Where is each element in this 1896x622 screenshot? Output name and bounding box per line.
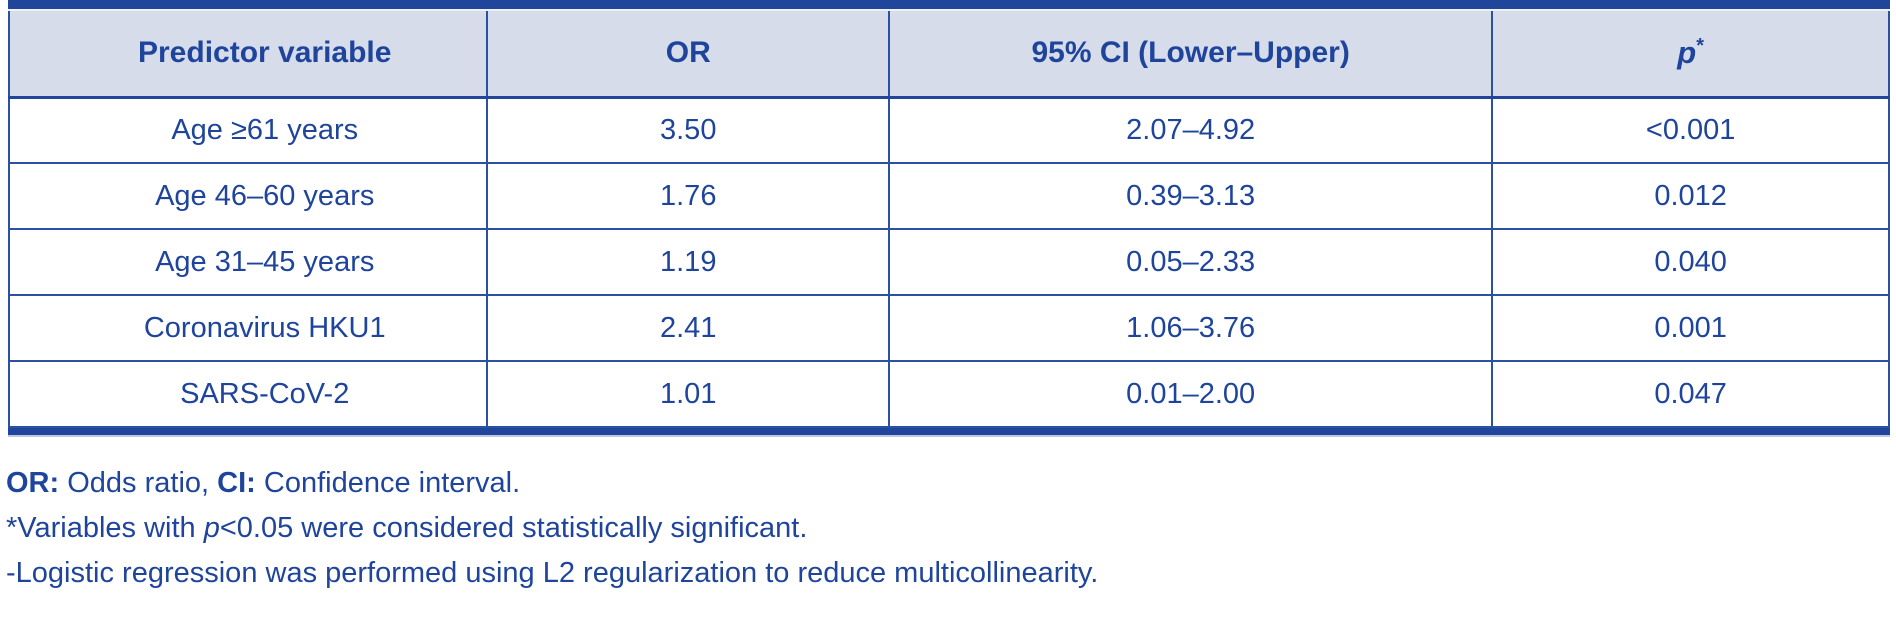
cell-or: 2.41 bbox=[486, 295, 891, 362]
cell-ci: 2.07–4.92 bbox=[888, 97, 1494, 164]
cell-or: 1.01 bbox=[486, 361, 891, 428]
cell-p: <0.001 bbox=[1491, 97, 1890, 164]
table-row-age-ge61: Age ≥61 years 3.50 2.07–4.92 <0.001 bbox=[7, 97, 1890, 164]
column-header-ci: 95% CI (Lower–Upper) bbox=[888, 11, 1494, 99]
or-abbrev-label: OR: bbox=[6, 467, 60, 499]
cell-p: 0.001 bbox=[1491, 295, 1890, 362]
stats-table: Predictor variable OR 95% CI (Lower–Uppe… bbox=[7, 11, 1890, 428]
cell-predictor: Coronavirus HKU1 bbox=[7, 295, 489, 362]
cell-predictor: Age 31–45 years bbox=[7, 229, 489, 296]
table-row-age-46-60: Age 46–60 years 1.76 0.39–3.13 0.012 bbox=[7, 163, 1890, 230]
footnote-method: -Logistic regression was performed using… bbox=[6, 557, 1099, 589]
table-row-sars-cov-2: SARS-CoV-2 1.01 0.01–2.00 0.047 bbox=[7, 361, 1890, 428]
table-top-accent-bar bbox=[8, 0, 1890, 11]
cell-predictor: Age 46–60 years bbox=[7, 163, 489, 230]
p-label: p bbox=[1677, 35, 1697, 71]
cell-p: 0.047 bbox=[1491, 361, 1890, 428]
cell-ci: 0.01–2.00 bbox=[888, 361, 1494, 428]
column-header-or: OR bbox=[486, 11, 891, 99]
cell-ci: 0.39–3.13 bbox=[888, 163, 1494, 230]
cell-or: 3.50 bbox=[486, 97, 891, 164]
column-header-predictor: Predictor variable bbox=[7, 11, 489, 99]
cell-p: 0.012 bbox=[1491, 163, 1890, 230]
table-row-coronavirus-hku1: Coronavirus HKU1 2.41 1.06–3.76 0.001 bbox=[7, 295, 1890, 362]
table-header-row: Predictor variable OR 95% CI (Lower–Uppe… bbox=[7, 11, 1890, 99]
footnote-abbreviations: OR: Odds ratio, CI: Confidence interval. bbox=[6, 467, 521, 499]
p-symbol: p bbox=[203, 512, 220, 544]
cell-ci: 1.06–3.76 bbox=[888, 295, 1494, 362]
ci-abbrev-label: CI: bbox=[217, 467, 256, 499]
column-header-p: p* bbox=[1491, 11, 1890, 99]
cell-predictor: Age ≥61 years bbox=[7, 97, 489, 164]
table-row-age-31-45: Age 31–45 years 1.19 0.05–2.33 0.040 bbox=[7, 229, 1890, 296]
cell-ci: 0.05–2.33 bbox=[888, 229, 1494, 296]
regression-results-table: Predictor variable OR 95% CI (Lower–Uppe… bbox=[7, 0, 1890, 437]
cell-predictor: SARS-CoV-2 bbox=[7, 361, 489, 428]
p-asterisk: * bbox=[1696, 35, 1705, 58]
table-bottom-accent-bar bbox=[8, 428, 1890, 437]
footnote-significance: *Variables with p<0.05 were considered s… bbox=[6, 512, 808, 544]
cell-p: 0.040 bbox=[1491, 229, 1890, 296]
cell-or: 1.76 bbox=[486, 163, 891, 230]
table-footnotes: OR: Odds ratio, CI: Confidence interval.… bbox=[6, 468, 1098, 603]
cell-or: 1.19 bbox=[486, 229, 891, 296]
